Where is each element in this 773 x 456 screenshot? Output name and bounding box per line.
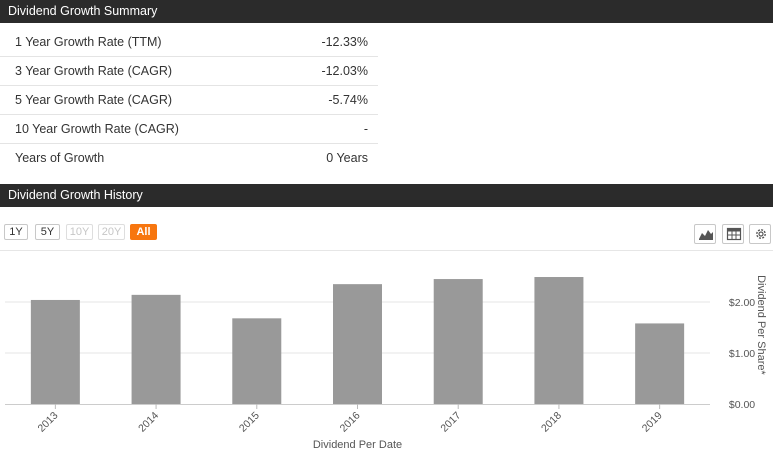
summary-row-label: 10 Year Growth Rate (CAGR) — [15, 122, 179, 136]
range-10y-button[interactable]: 10Y — [66, 224, 93, 240]
y-tick-label: $2.00 — [729, 297, 755, 309]
table-icon — [726, 227, 742, 241]
summary-row: 5 Year Growth Rate (CAGR) -5.74% — [0, 86, 378, 115]
x-tick-label: 2017 — [438, 410, 463, 435]
x-tick-label: 2018 — [539, 410, 564, 435]
range-20y-button[interactable]: 20Y — [98, 224, 125, 240]
table-view-button[interactable] — [722, 224, 744, 244]
range-5y-button[interactable]: 5Y — [35, 224, 60, 240]
summary-title: Dividend Growth Summary — [8, 4, 158, 18]
x-tick-label: 2014 — [136, 410, 161, 435]
x-axis-title: Dividend Per Date — [313, 439, 402, 451]
x-tick-label: 2016 — [338, 410, 363, 435]
summary-row: Years of Growth 0 Years — [0, 144, 378, 173]
history-header: Dividend Growth History — [0, 184, 773, 207]
summary-row-value: - — [363, 122, 368, 136]
history-title: Dividend Growth History — [8, 188, 143, 202]
summary-row-value: -12.03% — [321, 64, 368, 78]
summary-row-value: -5.74% — [328, 93, 368, 107]
dividend-history-chart: 2013 2014 2015 2016 2017 2018 2019 $0.00$1.00$… — [5, 275, 767, 451]
x-axis-ticks: 2013 2014 2015 2016 2017 2018 2019 — [35, 404, 665, 435]
summary-row-label: 5 Year Growth Rate (CAGR) — [15, 93, 173, 107]
summary-row-value: -12.33% — [321, 35, 368, 49]
chart-bars — [30, 277, 685, 404]
y-tick-label: $0.00 — [729, 399, 755, 411]
summary-row: 10 Year Growth Rate (CAGR) - — [0, 115, 378, 144]
settings-button[interactable] — [749, 224, 771, 244]
bar-2015[interactable] — [232, 318, 282, 404]
chart-view-button[interactable] — [694, 224, 716, 244]
summary-row-label: 3 Year Growth Rate (CAGR) — [15, 64, 173, 78]
range-1y-button[interactable]: 1Y — [4, 224, 28, 240]
x-tick-label: 2019 — [640, 410, 665, 435]
bar-2014[interactable] — [131, 294, 181, 404]
summary-row: 1 Year Growth Rate (TTM) -12.33% — [0, 28, 378, 57]
summary-row-label: Years of Growth — [15, 151, 105, 165]
summary-row: 3 Year Growth Rate (CAGR) -12.03% — [0, 57, 378, 86]
summary-row-value: 0 Years — [326, 151, 368, 165]
y-axis-title: Dividend Per Share* — [755, 275, 767, 375]
bar-2019[interactable] — [635, 323, 685, 404]
summary-header: Dividend Growth Summary — [0, 0, 773, 23]
bar-2016[interactable] — [333, 284, 382, 404]
summary-row-label: 1 Year Growth Rate (TTM) — [15, 35, 162, 49]
bar-2017[interactable] — [433, 279, 483, 404]
y-tick-label: $1.00 — [729, 348, 755, 360]
range-all-button[interactable]: All — [130, 224, 157, 240]
bar-2018[interactable] — [534, 277, 584, 404]
area-chart-icon — [699, 230, 713, 240]
y-axis-ticks: $0.00 $1.00 $2.00 — [729, 297, 755, 411]
x-tick-label: 2015 — [237, 410, 262, 435]
x-tick-label: 2013 — [35, 410, 60, 435]
bar-2013[interactable] — [30, 299, 80, 404]
gear-icon — [756, 229, 766, 239]
toolbar-divider — [0, 250, 773, 251]
